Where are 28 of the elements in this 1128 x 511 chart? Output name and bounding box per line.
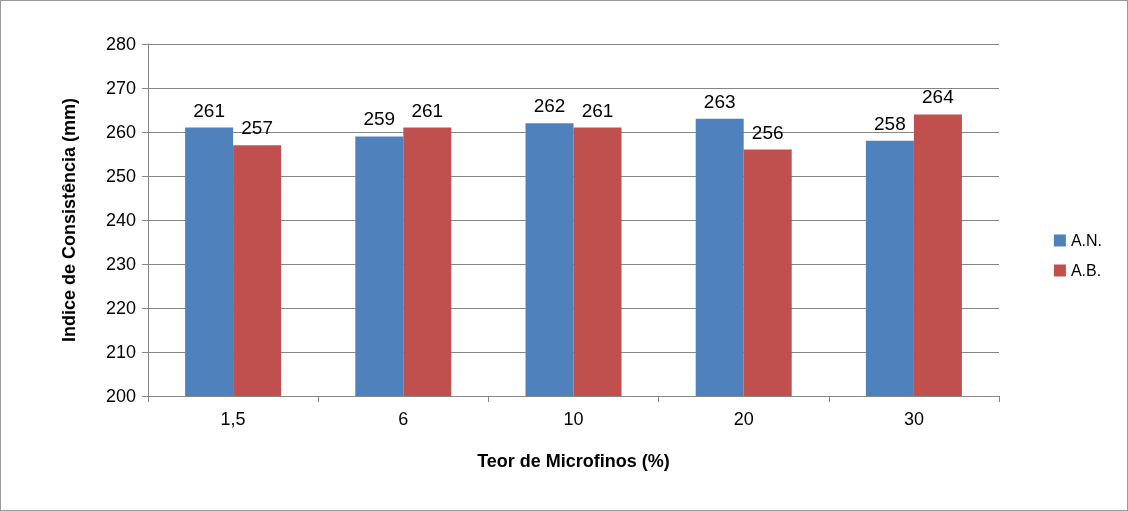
x-axis-title: Teor de Microfinos (%) <box>477 451 670 471</box>
x-tick-label: 10 <box>563 409 584 429</box>
x-tick-label: 20 <box>733 409 754 429</box>
y-tick-label: 240 <box>105 210 136 230</box>
data-label: 262 <box>533 95 566 117</box>
y-tick-label: 200 <box>105 386 136 406</box>
data-label: 258 <box>874 112 906 134</box>
y-axis-title: Indice de Consistência (mm) <box>59 97 79 343</box>
y-tick-label: 280 <box>105 34 136 54</box>
data-label: 264 <box>922 86 955 108</box>
legend-label: A.N. <box>1070 232 1103 249</box>
data-label: 256 <box>751 121 784 143</box>
data-label: 261 <box>193 99 225 121</box>
y-tick-label: 270 <box>105 78 136 98</box>
data-label: 257 <box>241 117 273 139</box>
y-tick-label: 220 <box>105 298 136 318</box>
x-tick-label: 1,5 <box>220 409 246 429</box>
legend-label: A.B. <box>1070 262 1102 279</box>
x-tick-label: 6 <box>398 409 409 429</box>
y-tick-label: 210 <box>105 342 136 362</box>
data-label: 263 <box>703 90 736 112</box>
data-label: 259 <box>363 108 396 130</box>
x-tick-label: 30 <box>903 409 924 429</box>
y-tick-label: 260 <box>105 122 136 142</box>
y-tick-label: 250 <box>105 166 136 186</box>
y-tick-label: 230 <box>105 254 136 274</box>
data-label: 261 <box>411 99 444 121</box>
data-label: 261 <box>581 99 614 121</box>
